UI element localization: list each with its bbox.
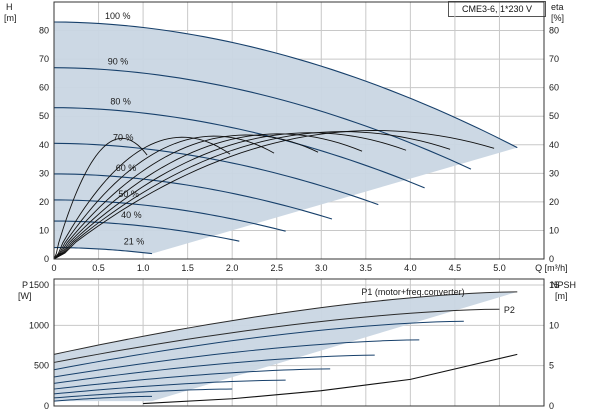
y2-tick-label: 40	[549, 140, 559, 150]
y-tick-label: 80	[39, 26, 49, 36]
p-axis-unit: [W]	[18, 291, 32, 301]
speed-curve-label: 40 %	[121, 210, 142, 220]
speed-curve	[53, 142, 379, 206]
operating-range	[54, 21, 518, 254]
y-axis-unit: [m]	[4, 13, 17, 23]
power-curve	[53, 291, 518, 355]
efficiency-curve	[53, 135, 275, 260]
x-tick-label: 0.5	[92, 263, 105, 273]
power-curves: P1 (motor+freq.converter) P2	[53, 287, 518, 405]
y2-tick-label: 20	[549, 197, 559, 207]
top-plot-frame	[53, 1, 545, 260]
speed-curve-label: 70 %	[113, 132, 134, 142]
y-tick-label: 20	[39, 197, 49, 207]
power-curve	[53, 354, 375, 384]
power-curve	[53, 395, 153, 402]
y2-axis-unit: [%]	[551, 13, 564, 23]
power-curve	[53, 339, 420, 378]
power-curve	[53, 388, 233, 399]
speed-curve	[53, 67, 472, 170]
x-axis-title: Q [m³/h]	[535, 263, 568, 273]
npsh-tick-label: 0	[549, 401, 554, 411]
p-tick-label: 500	[34, 361, 49, 371]
speed-curves: 100 % 90 % 80 % 70 % 60 % 50 % 40 % 21 %	[53, 11, 518, 255]
efficiency-curve	[53, 131, 451, 260]
speed-curve-label: 60 %	[116, 163, 137, 173]
power-curve	[53, 368, 331, 390]
y-axis-title: H	[6, 2, 13, 12]
speed-curve-label: 80 %	[110, 97, 131, 107]
y-tick-label: 70	[39, 54, 49, 64]
speed-curve	[53, 199, 286, 232]
npsh-curve	[143, 353, 518, 405]
y2-tick-label: 80	[549, 26, 559, 36]
x-tick-label: 1.0	[137, 263, 150, 273]
y-tick-label: 40	[39, 140, 49, 150]
power-range	[54, 291, 518, 402]
x-tick-label: 2.5	[270, 263, 283, 273]
speed-curve	[53, 21, 518, 149]
power-curve	[53, 308, 500, 363]
npsh-tick-label: 10	[549, 320, 559, 330]
y2-tick-label: 0	[549, 254, 554, 264]
y-tick-label: 30	[39, 168, 49, 178]
power-curve	[53, 320, 464, 371]
efficiency-curves	[53, 130, 495, 260]
bottom-plot-frame	[53, 278, 545, 407]
y2-tick-label: 60	[549, 83, 559, 93]
efficiency-curve	[53, 134, 319, 260]
y2-axis-title: eta	[551, 2, 564, 12]
power-curve	[53, 379, 286, 395]
series-label-p2: P2	[504, 305, 515, 315]
y-tick-label: 60	[39, 83, 49, 93]
x-tick-label: 4.5	[449, 263, 462, 273]
x-tick-label: 4.0	[404, 263, 417, 273]
speed-curve	[53, 107, 425, 189]
p-tick-label: 1500	[29, 280, 49, 290]
p-tick-label: 1000	[29, 320, 49, 330]
y2-tick-label: 30	[549, 168, 559, 178]
efficiency-curve	[53, 137, 148, 260]
axes	[53, 1, 545, 407]
npsh-axis-title: NPSH	[551, 280, 576, 290]
x-tick-label: 0	[51, 263, 56, 273]
speed-curve-label: 21 %	[124, 237, 145, 247]
y2-tick-label: 70	[549, 54, 559, 64]
speed-curve	[53, 173, 333, 220]
operating-range-fill	[54, 21, 518, 254]
x-tick-label: 2.0	[226, 263, 239, 273]
y2-tick-label: 50	[549, 111, 559, 121]
x-tick-label: 3.0	[315, 263, 328, 273]
p-tick-label: 0	[44, 401, 49, 411]
speed-curve-label: 100 %	[105, 11, 131, 21]
npsh-axis-unit: [m]	[555, 291, 568, 301]
p-axis-title: P	[22, 280, 28, 290]
series-label-p1: P1 (motor+freq.converter)	[361, 287, 464, 297]
x-tick-label: 5.0	[493, 263, 506, 273]
npsh-tick-label: 5	[549, 361, 554, 371]
y-tick-label: 10	[39, 225, 49, 235]
y-tick-label: 0	[44, 254, 49, 264]
speed-curve-label: 50 %	[118, 189, 139, 199]
y-tick-label: 50	[39, 111, 49, 121]
power-range-fill	[54, 291, 518, 402]
efficiency-curve	[53, 130, 495, 260]
x-tick-label: 1.5	[181, 263, 194, 273]
y2-tick-label: 10	[549, 225, 559, 235]
npsh-tick-label: 15	[549, 280, 559, 290]
speed-curve-label: 90 %	[108, 57, 129, 67]
efficiency-curve	[53, 133, 363, 260]
x-tick-label: 3.5	[360, 263, 373, 273]
efficiency-curve	[53, 132, 407, 260]
speed-curve	[53, 220, 240, 242]
